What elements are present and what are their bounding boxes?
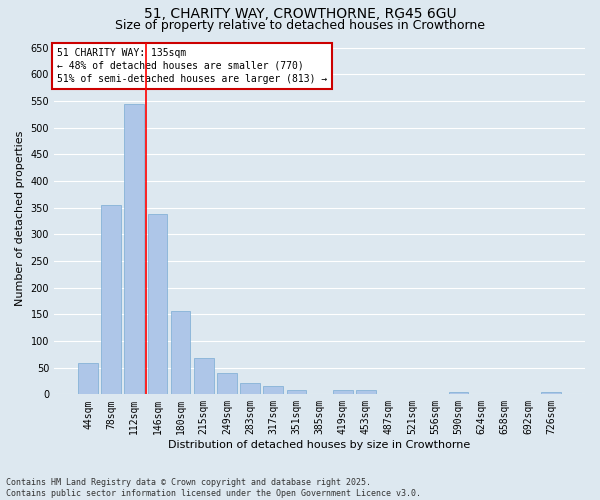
Bar [541, 392, 561, 394]
Bar [263, 386, 283, 394]
Bar [356, 390, 376, 394]
Bar [449, 392, 468, 394]
Bar [333, 390, 353, 394]
Text: Size of property relative to detached houses in Crowthorne: Size of property relative to detached ho… [115, 18, 485, 32]
Bar [240, 382, 260, 394]
Bar [101, 205, 121, 394]
X-axis label: Distribution of detached houses by size in Crowthorne: Distribution of detached houses by size … [169, 440, 470, 450]
Bar [148, 214, 167, 394]
Bar [217, 373, 237, 394]
Text: Contains HM Land Registry data © Crown copyright and database right 2025.
Contai: Contains HM Land Registry data © Crown c… [6, 478, 421, 498]
Bar [78, 364, 98, 394]
Bar [171, 310, 190, 394]
Y-axis label: Number of detached properties: Number of detached properties [15, 130, 25, 306]
Text: 51 CHARITY WAY: 135sqm
← 48% of detached houses are smaller (770)
51% of semi-de: 51 CHARITY WAY: 135sqm ← 48% of detached… [56, 48, 327, 84]
Text: 51, CHARITY WAY, CROWTHORNE, RG45 6GU: 51, CHARITY WAY, CROWTHORNE, RG45 6GU [143, 8, 457, 22]
Bar [287, 390, 306, 394]
Bar [194, 358, 214, 395]
Bar [124, 104, 144, 395]
